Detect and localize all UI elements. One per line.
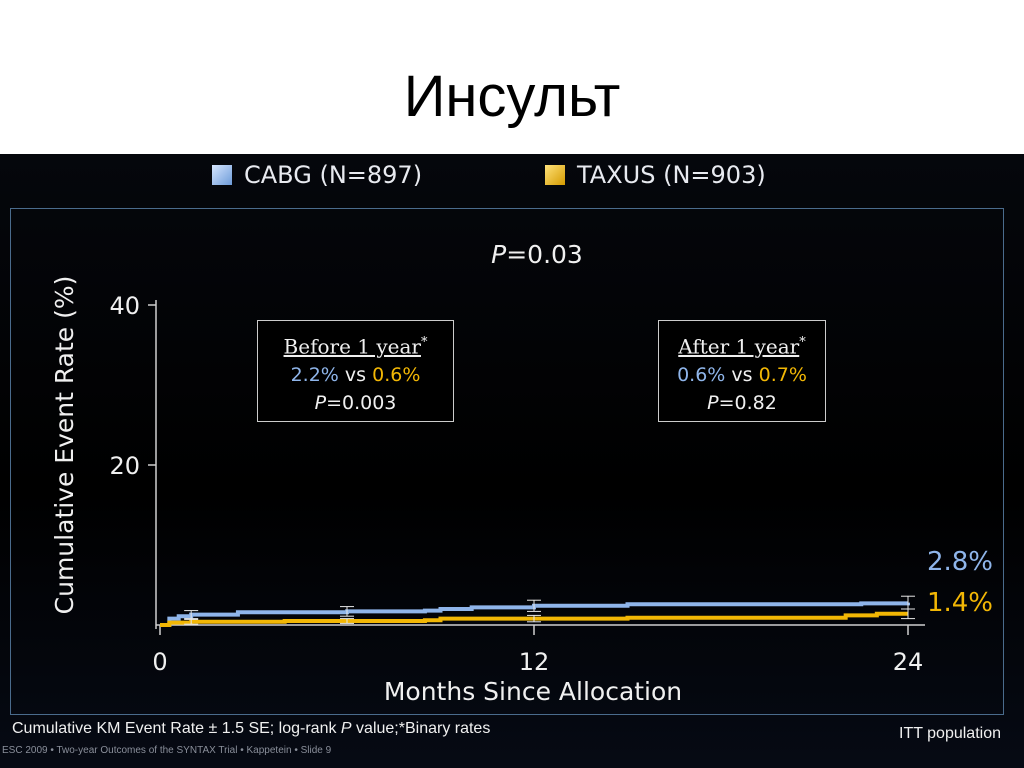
x-tick-label: 24 [893, 648, 924, 676]
box-p-value: =0.003 [326, 391, 397, 414]
box-p-symbol: P [314, 391, 327, 414]
y-tick-label: 20 [109, 452, 140, 480]
legend-swatch-cabg [212, 165, 232, 185]
legend-label-cabg: CABG [244, 161, 312, 189]
box-taxus-rate: 0.7% [758, 363, 807, 386]
box-vs: vs [731, 363, 753, 386]
legend-n-taxus: (N=903) [663, 161, 766, 189]
overall-p-value: P=0.03 [0, 240, 1024, 269]
footnote: Cumulative KM Event Rate ± 1.5 SE; log-r… [12, 720, 490, 738]
box-cabg-rate: 2.2% [290, 363, 339, 386]
box-star: * [420, 335, 428, 350]
p-symbol: P [491, 240, 507, 269]
legend-label-taxus: TAXUS [577, 161, 656, 189]
chart-panel [0, 154, 1024, 768]
population-label: ITT population [899, 725, 1001, 742]
p-value-text: =0.03 [506, 240, 583, 269]
legend-cabg: CABG (N=897) [212, 160, 422, 190]
y-axis-label: Cumulative Event Rate (%) [50, 276, 79, 615]
box-vs: vs [344, 363, 367, 386]
series-line-cabg [160, 601, 910, 627]
x-tick-label: 12 [519, 648, 550, 676]
legend-swatch-taxus [545, 165, 565, 185]
legend-n-cabg: (N=897) [319, 161, 423, 189]
box-heading: After 1 year [678, 334, 800, 359]
end-label-cabg: 2.8% [927, 547, 993, 577]
x-tick-label: 0 [152, 648, 167, 676]
box-taxus-rate: 0.6% [372, 363, 421, 386]
box-p-value: =0.82 [718, 391, 777, 414]
box-star: * [799, 335, 806, 350]
box-cabg-rate: 0.6% [677, 363, 726, 386]
slide-credit: ESC 2009 • Two-year Outcomes of the SYNT… [2, 745, 332, 756]
x-axis-label: Months Since Allocation [384, 677, 682, 706]
footnote-p: P [340, 720, 352, 737]
legend-taxus: TAXUS (N=903) [545, 160, 766, 190]
before-1-year-box: Before 1 year* 2.2% vs 0.6% P=0.003 [257, 320, 454, 422]
plot-frame [10, 208, 1004, 715]
y-tick-label: 40 [109, 292, 140, 320]
box-heading: Before 1 year [283, 334, 421, 359]
footnote-text-a: Cumulative KM Event Rate ± 1.5 SE; log-r… [12, 720, 341, 737]
after-1-year-box: After 1 year* 0.6% vs 0.7% P=0.82 [658, 320, 826, 422]
end-label-taxus: 1.4% [927, 588, 993, 618]
title-area: Инсульт [0, 0, 1024, 154]
box-p-symbol: P [707, 391, 719, 414]
slide-title: Инсульт [403, 64, 621, 129]
footnote-text-b: value;*Binary rates [351, 720, 491, 737]
